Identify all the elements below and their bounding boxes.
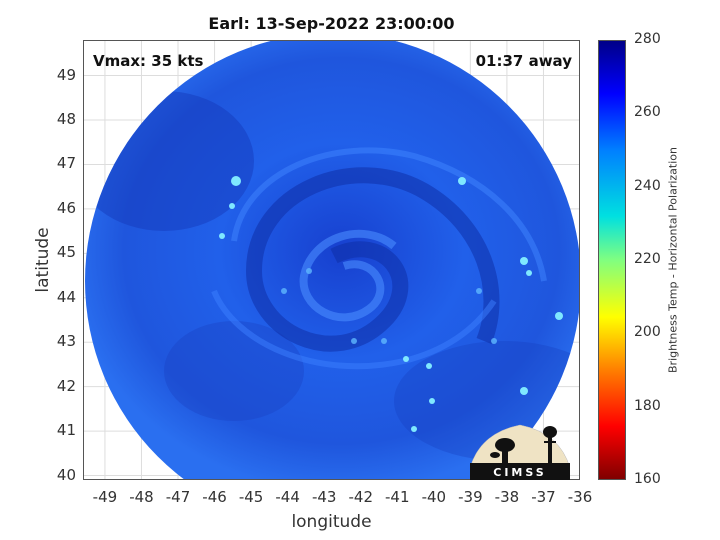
cimss-logo — [470, 424, 570, 480]
colorbar — [598, 40, 626, 480]
colorbar-tick-label: 220 — [634, 251, 661, 267]
y-tick-label: 43 — [56, 332, 76, 351]
y-tick-label: 42 — [56, 376, 76, 395]
colorbar-tick-label: 180 — [634, 397, 661, 414]
x-tick-label: -46 — [202, 488, 227, 506]
swath-image — [84, 41, 579, 479]
y-tick-label: 44 — [56, 287, 76, 306]
y-tick-label: 40 — [56, 465, 76, 484]
colorbar-tick-label: 200 — [634, 324, 661, 341]
eye-wall — [299, 229, 397, 322]
x-tick-label: -43 — [311, 488, 337, 506]
time-away-label: 01:37 away — [475, 52, 572, 70]
x-tick-label: -39 — [458, 488, 483, 506]
x-tick-label: -48 — [129, 488, 154, 506]
x-tick-label: -42 — [348, 488, 373, 506]
x-tick-label: -41 — [385, 488, 410, 506]
colorbar-tick-label: 160 — [634, 471, 661, 487]
x-tick-label: -36 — [567, 488, 593, 506]
map-plot-area — [83, 40, 580, 480]
swath-disk — [85, 41, 579, 479]
y-tick-label: 41 — [56, 421, 76, 440]
y-tick-label: 48 — [56, 110, 76, 128]
colorbar-label: Brightness Temp - Horizontal Polarizatio… — [666, 147, 680, 373]
x-tick-label: -44 — [275, 488, 300, 506]
vmax-label: Vmax: 35 kts — [93, 52, 204, 70]
colorbar-tick-label: 260 — [634, 104, 661, 121]
x-tick-label: -47 — [165, 488, 191, 506]
x-tick-label: -49 — [92, 488, 118, 506]
spiral-band-dark — [245, 167, 500, 352]
x-tick-label: -37 — [531, 488, 556, 506]
y-tick-label: 49 — [56, 65, 76, 84]
logo-text: CIMSS — [493, 466, 547, 479]
y-axis-label: latitude — [33, 227, 53, 293]
plot-title: Earl: 13-Sep-2022 23:00:00 — [208, 14, 455, 33]
x-axis-label: longitude — [291, 512, 372, 532]
x-tick-label: -40 — [421, 488, 447, 506]
colorbar-tick-label: 280 — [634, 31, 661, 47]
y-tick-label: 45 — [56, 243, 76, 262]
y-tick-label: 46 — [56, 198, 76, 217]
bright-convective-cells — [219, 176, 563, 432]
colorbar-tick-label: 240 — [634, 177, 661, 194]
x-tick-label: -38 — [494, 488, 520, 506]
y-tick-label: 47 — [56, 154, 76, 173]
x-tick-label: -45 — [238, 488, 264, 506]
